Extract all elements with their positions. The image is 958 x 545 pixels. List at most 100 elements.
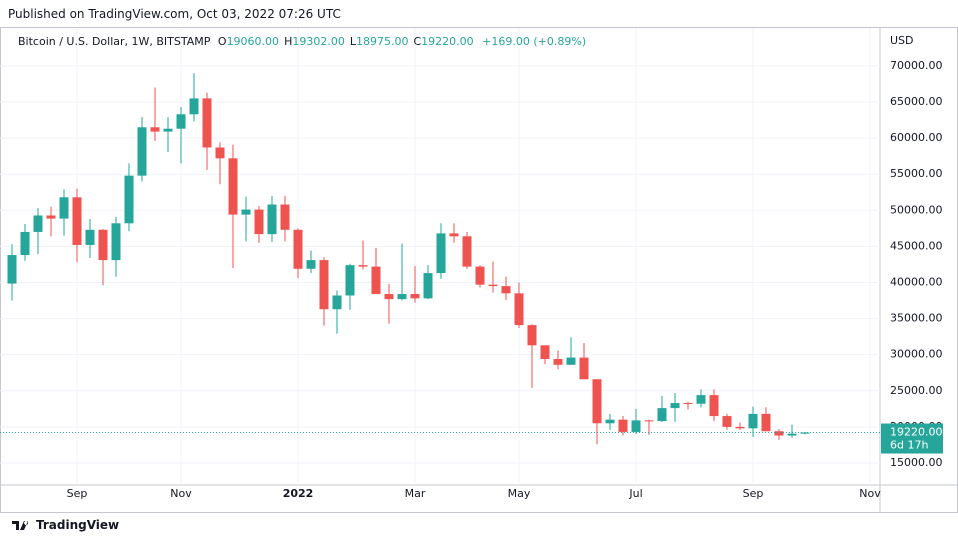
x-tick-label: 2022: [283, 487, 314, 500]
candle-body: [124, 175, 134, 224]
candle-body: [618, 419, 628, 432]
candle-body: [501, 286, 511, 294]
change: +169.00 (+0.89%): [482, 35, 587, 48]
ohlc-key: O: [217, 35, 227, 48]
candle-body: [423, 273, 433, 299]
candle-body: [566, 357, 576, 365]
candle-body: [319, 260, 329, 310]
candle-body: [384, 294, 394, 300]
candle-body: [605, 419, 615, 424]
candle-body: [683, 403, 693, 405]
candle-body: [436, 233, 446, 274]
y-tick-label: 40000.00: [890, 275, 943, 288]
candle-body: [761, 413, 771, 432]
candle-body: [709, 395, 719, 417]
y-tick-label: 15000.00: [890, 456, 943, 469]
candle-body: [202, 98, 212, 148]
logo: [12, 521, 29, 530]
candle-body: [59, 197, 69, 219]
candle-body: [592, 379, 602, 424]
y-tick-label: 50000.00: [890, 203, 943, 216]
candle-body: [215, 147, 225, 159]
candle-body: [46, 215, 56, 219]
candle-body: [267, 204, 277, 235]
y-tick-label: 65000.00: [890, 95, 943, 108]
candle-body: [293, 229, 303, 269]
candle-body: [722, 416, 732, 427]
legend: Bitcoin / U.S. Dollar, 1W, BITSTAMP O190…: [18, 35, 591, 48]
x-tick-label: Nov: [170, 487, 192, 500]
x-tick-label: Sep: [67, 487, 88, 500]
candle-body: [514, 293, 524, 326]
y-tick-label: 25000.00: [890, 384, 943, 397]
candle-body: [696, 395, 706, 404]
brand: TradingView: [36, 518, 120, 532]
published-note: Published on TradingView.com, Oct 03, 20…: [8, 7, 341, 21]
candle-body: [254, 209, 264, 235]
candle-body: [410, 294, 420, 299]
candle-body: [7, 255, 17, 284]
x-tick-label: May: [508, 487, 531, 500]
candle-body: [306, 260, 316, 269]
candle-body: [527, 325, 537, 346]
y-tick-label: 30000.00: [890, 348, 943, 361]
candle-body: [228, 158, 238, 215]
candle-body: [280, 204, 290, 230]
candle-body: [137, 127, 147, 176]
countdown: 6d 17h: [890, 439, 928, 452]
candle-body: [33, 215, 43, 232]
candle-body: [579, 357, 589, 380]
candle-body: [657, 408, 667, 422]
candle-body: [475, 266, 485, 285]
y-tick-label: 70000.00: [890, 59, 943, 72]
candle-body: [787, 433, 797, 436]
candle-body: [800, 432, 810, 434]
candle-body: [462, 236, 472, 267]
symbol-title: Bitcoin / U.S. Dollar, 1W, BITSTAMP: [18, 35, 211, 48]
ohlc-value: 19302.00: [292, 35, 345, 48]
candle-body: [371, 266, 381, 295]
candle-body: [358, 265, 368, 267]
ohlc-value: 19060.00: [226, 35, 280, 48]
candle-body: [631, 420, 641, 432]
x-tick-label: Mar: [405, 487, 426, 500]
ohlc: O19060.00 H19302.00 L18975.00 C19220.00: [214, 35, 479, 48]
candle-body: [670, 403, 680, 409]
candle-body: [397, 294, 407, 300]
y-tick-label: 35000.00: [890, 312, 943, 325]
candle-body: [241, 209, 251, 215]
candle-body: [553, 359, 563, 365]
candle-body: [488, 284, 498, 287]
candle-body: [449, 233, 459, 237]
candle-body: [111, 223, 121, 261]
x-tick-label: Sep: [743, 487, 764, 500]
y-axis-label: USD: [890, 34, 914, 47]
y-tick-label: 60000.00: [890, 131, 943, 144]
y-tick-label: 55000.00: [890, 167, 943, 180]
candle-body: [163, 128, 173, 132]
ohlc-key: H: [284, 35, 293, 48]
y-tick-label: 45000.00: [890, 239, 943, 252]
ohlc-key: C: [413, 35, 422, 48]
candle-body: [150, 127, 160, 132]
candle-body: [735, 426, 745, 429]
candle-body: [189, 98, 199, 115]
footer: TradingView: [12, 518, 119, 532]
candle-body: [20, 231, 30, 256]
candle-body: [774, 431, 784, 436]
candle-body: [72, 197, 82, 245]
candle-body: [748, 413, 758, 429]
price-tag: [881, 423, 943, 454]
x-tick-label: Jul: [628, 487, 642, 500]
ohlc-value: 19220.00: [421, 35, 474, 48]
candle-body: [332, 295, 342, 310]
candle-body: [345, 265, 355, 296]
candle-body: [85, 229, 95, 245]
candle-body: [176, 114, 186, 129]
x-tick-label: Nov: [859, 487, 881, 500]
ohlc-value: 18975.00: [355, 35, 409, 48]
candle-body: [540, 345, 550, 360]
candle-body: [98, 229, 108, 261]
